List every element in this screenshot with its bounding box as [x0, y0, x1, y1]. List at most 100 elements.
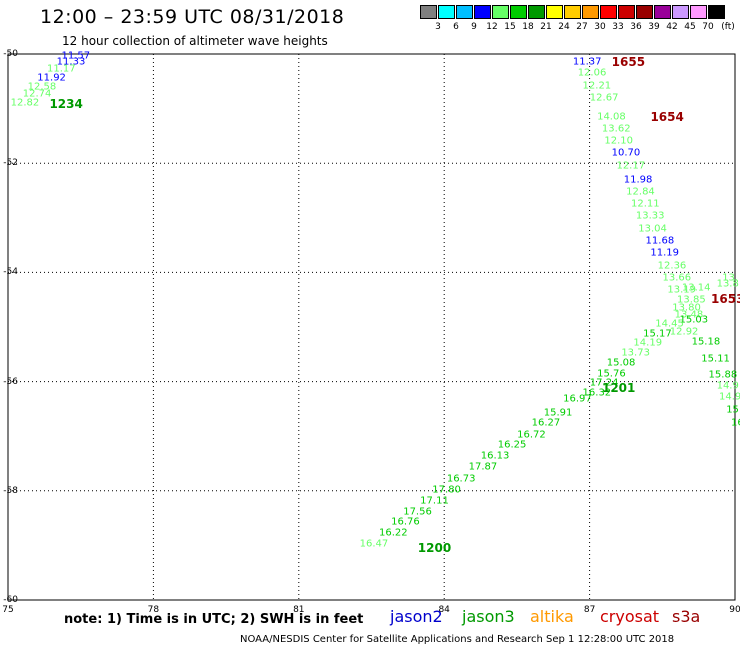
pass-time-label: 1234 [49, 97, 83, 112]
x-tick-label: 75 [2, 605, 14, 615]
wave-height-label: 15.91 [543, 407, 573, 419]
page-subtitle: 12 hour collection of altimeter wave hei… [62, 34, 328, 48]
legend-swatch [438, 5, 455, 19]
y-tick-label: -50 [3, 49, 18, 59]
wave-height-label: 16.72 [517, 429, 546, 441]
wave-height-label: 16.76 [391, 516, 420, 528]
x-tick-label: 87 [583, 605, 596, 615]
plot-border [7, 53, 736, 601]
legend-swatch [510, 5, 527, 19]
wave-height-label: 12.06 [577, 67, 607, 79]
pass-time-label: 1201 [601, 381, 636, 396]
wave-height-label: 17.87 [468, 461, 498, 473]
pass-time-label: 1655 [611, 55, 646, 70]
legend-label: 70 [702, 22, 714, 32]
wave-height-label: 12.17 [616, 160, 646, 172]
page-title: 12:00 – 23:59 UTC 08/31/2018 [40, 6, 345, 28]
color-legend: 3 6 9 12 15 18 21 24 27 30 33 36 39 42 45 70 (ft) [420, 5, 735, 35]
x-tick-label: 90 [729, 605, 740, 615]
legend-swatch [636, 5, 653, 19]
wave-height-label: 17.24 [589, 377, 619, 389]
wave-height-label: 12.11 [631, 198, 660, 210]
x-tick-label: 84 [438, 605, 450, 615]
legend-swatch [672, 5, 689, 19]
legend-label: 33 [612, 22, 624, 32]
legend-swatch [618, 5, 635, 19]
x-tick-label: 78 [147, 605, 160, 615]
legend-unit: (ft) [721, 22, 735, 32]
wave-height-label: 12.67 [589, 92, 619, 104]
y-tick-label: -60 [3, 595, 18, 605]
satellite-name: cryosat [600, 607, 660, 626]
wave-height-label: 14.19 [633, 337, 663, 349]
wave-height-label: 13.48 [674, 309, 704, 321]
satellite-name: jason3 [462, 607, 515, 626]
wave-height-label: 12.74 [22, 88, 52, 100]
wave-height-label: 11.33 [56, 56, 86, 68]
y-tick-label: -58 [3, 485, 18, 496]
wave-height-label: 13.66 [662, 272, 692, 284]
wave-height-label: 13.14 [681, 282, 711, 294]
wave-height-label: 16.32 [582, 387, 612, 399]
legend-swatch [546, 5, 563, 19]
legend-label: 18 [522, 22, 534, 32]
wave-height-label: 12.21 [582, 80, 612, 92]
wave-height-label: 11.92 [37, 72, 66, 84]
wave-height-label: 17.80 [432, 484, 461, 496]
wave-height-label: 12.84 [626, 186, 655, 198]
legend-swatch [600, 5, 617, 19]
wave-height-label: 15.88 [708, 369, 738, 381]
legend-label: 36 [630, 22, 642, 32]
wave-height-label: 10.70 [611, 147, 641, 159]
legend-swatch [690, 5, 707, 19]
wave-height-label: 14.9 [716, 380, 739, 392]
legend-swatch [492, 5, 509, 19]
footer-credit: NOAA/NESDIS Center for Satellite Applica… [240, 634, 675, 645]
legend-label: 15 [504, 22, 516, 32]
wave-height-label: 15.11 [701, 353, 730, 365]
wave-height-label: 14.08 [597, 111, 626, 123]
legend-swatch [456, 5, 473, 19]
wave-height-label: 16.47 [359, 538, 389, 550]
wave-height-label: 13.8 [716, 278, 739, 290]
pass-time-label: 1654 [650, 109, 684, 124]
wave-height-label: 12.82 [10, 97, 40, 109]
pass-time-label: 1653 [711, 291, 740, 306]
wave-height-label: 13.33 [635, 210, 665, 222]
wave-height-label: 12.92 [669, 326, 699, 338]
wave-height-label: 12.10 [604, 135, 633, 147]
wave-height-label: 13.62 [601, 123, 631, 135]
legend-swatch [582, 5, 599, 19]
wave-height-label: 15.18 [691, 336, 721, 348]
legend-label: 45 [684, 22, 696, 32]
x-tick-label: 81 [293, 605, 305, 615]
wave-height-label: 15.03 [679, 314, 709, 326]
satellite-name: s3a [672, 607, 701, 626]
note-text: note: 1) Time is in UTC; 2) SWH is in fe… [64, 612, 364, 627]
satellite-name: jason2 [390, 607, 443, 626]
legend-label: 24 [558, 22, 570, 32]
wave-height-label: 13.85 [677, 294, 706, 306]
legend-label: 30 [594, 22, 606, 32]
y-tick-label: -56 [3, 376, 18, 387]
wave-height-label: 12.36 [657, 260, 687, 272]
wave-height-label: 17.56 [403, 506, 432, 518]
legend-swatch [564, 5, 581, 19]
legend-swatch [528, 5, 545, 19]
wave-height-label: 11.17 [46, 63, 76, 75]
wave-height-label: 13.73 [621, 347, 650, 359]
wave-height-label: 14.9 [719, 391, 740, 403]
legend-label: 12 [486, 22, 498, 32]
wave-height-label: 11.98 [623, 174, 653, 186]
wave-height-label: 13.80 [672, 302, 701, 314]
wave-height-label: 17.11 [420, 495, 449, 507]
wave-height-label: 15 [726, 404, 739, 416]
y-tick-label: -52 [3, 158, 18, 169]
wave-height-label: 11.68 [645, 235, 675, 247]
wave-height-label: 13.19 [667, 284, 696, 296]
wave-height-label: 16.22 [378, 527, 408, 539]
wave-height-label: 16.27 [531, 417, 561, 429]
wave-height-label: 16.73 [446, 473, 476, 485]
wave-height-label: 15.17 [643, 328, 672, 340]
